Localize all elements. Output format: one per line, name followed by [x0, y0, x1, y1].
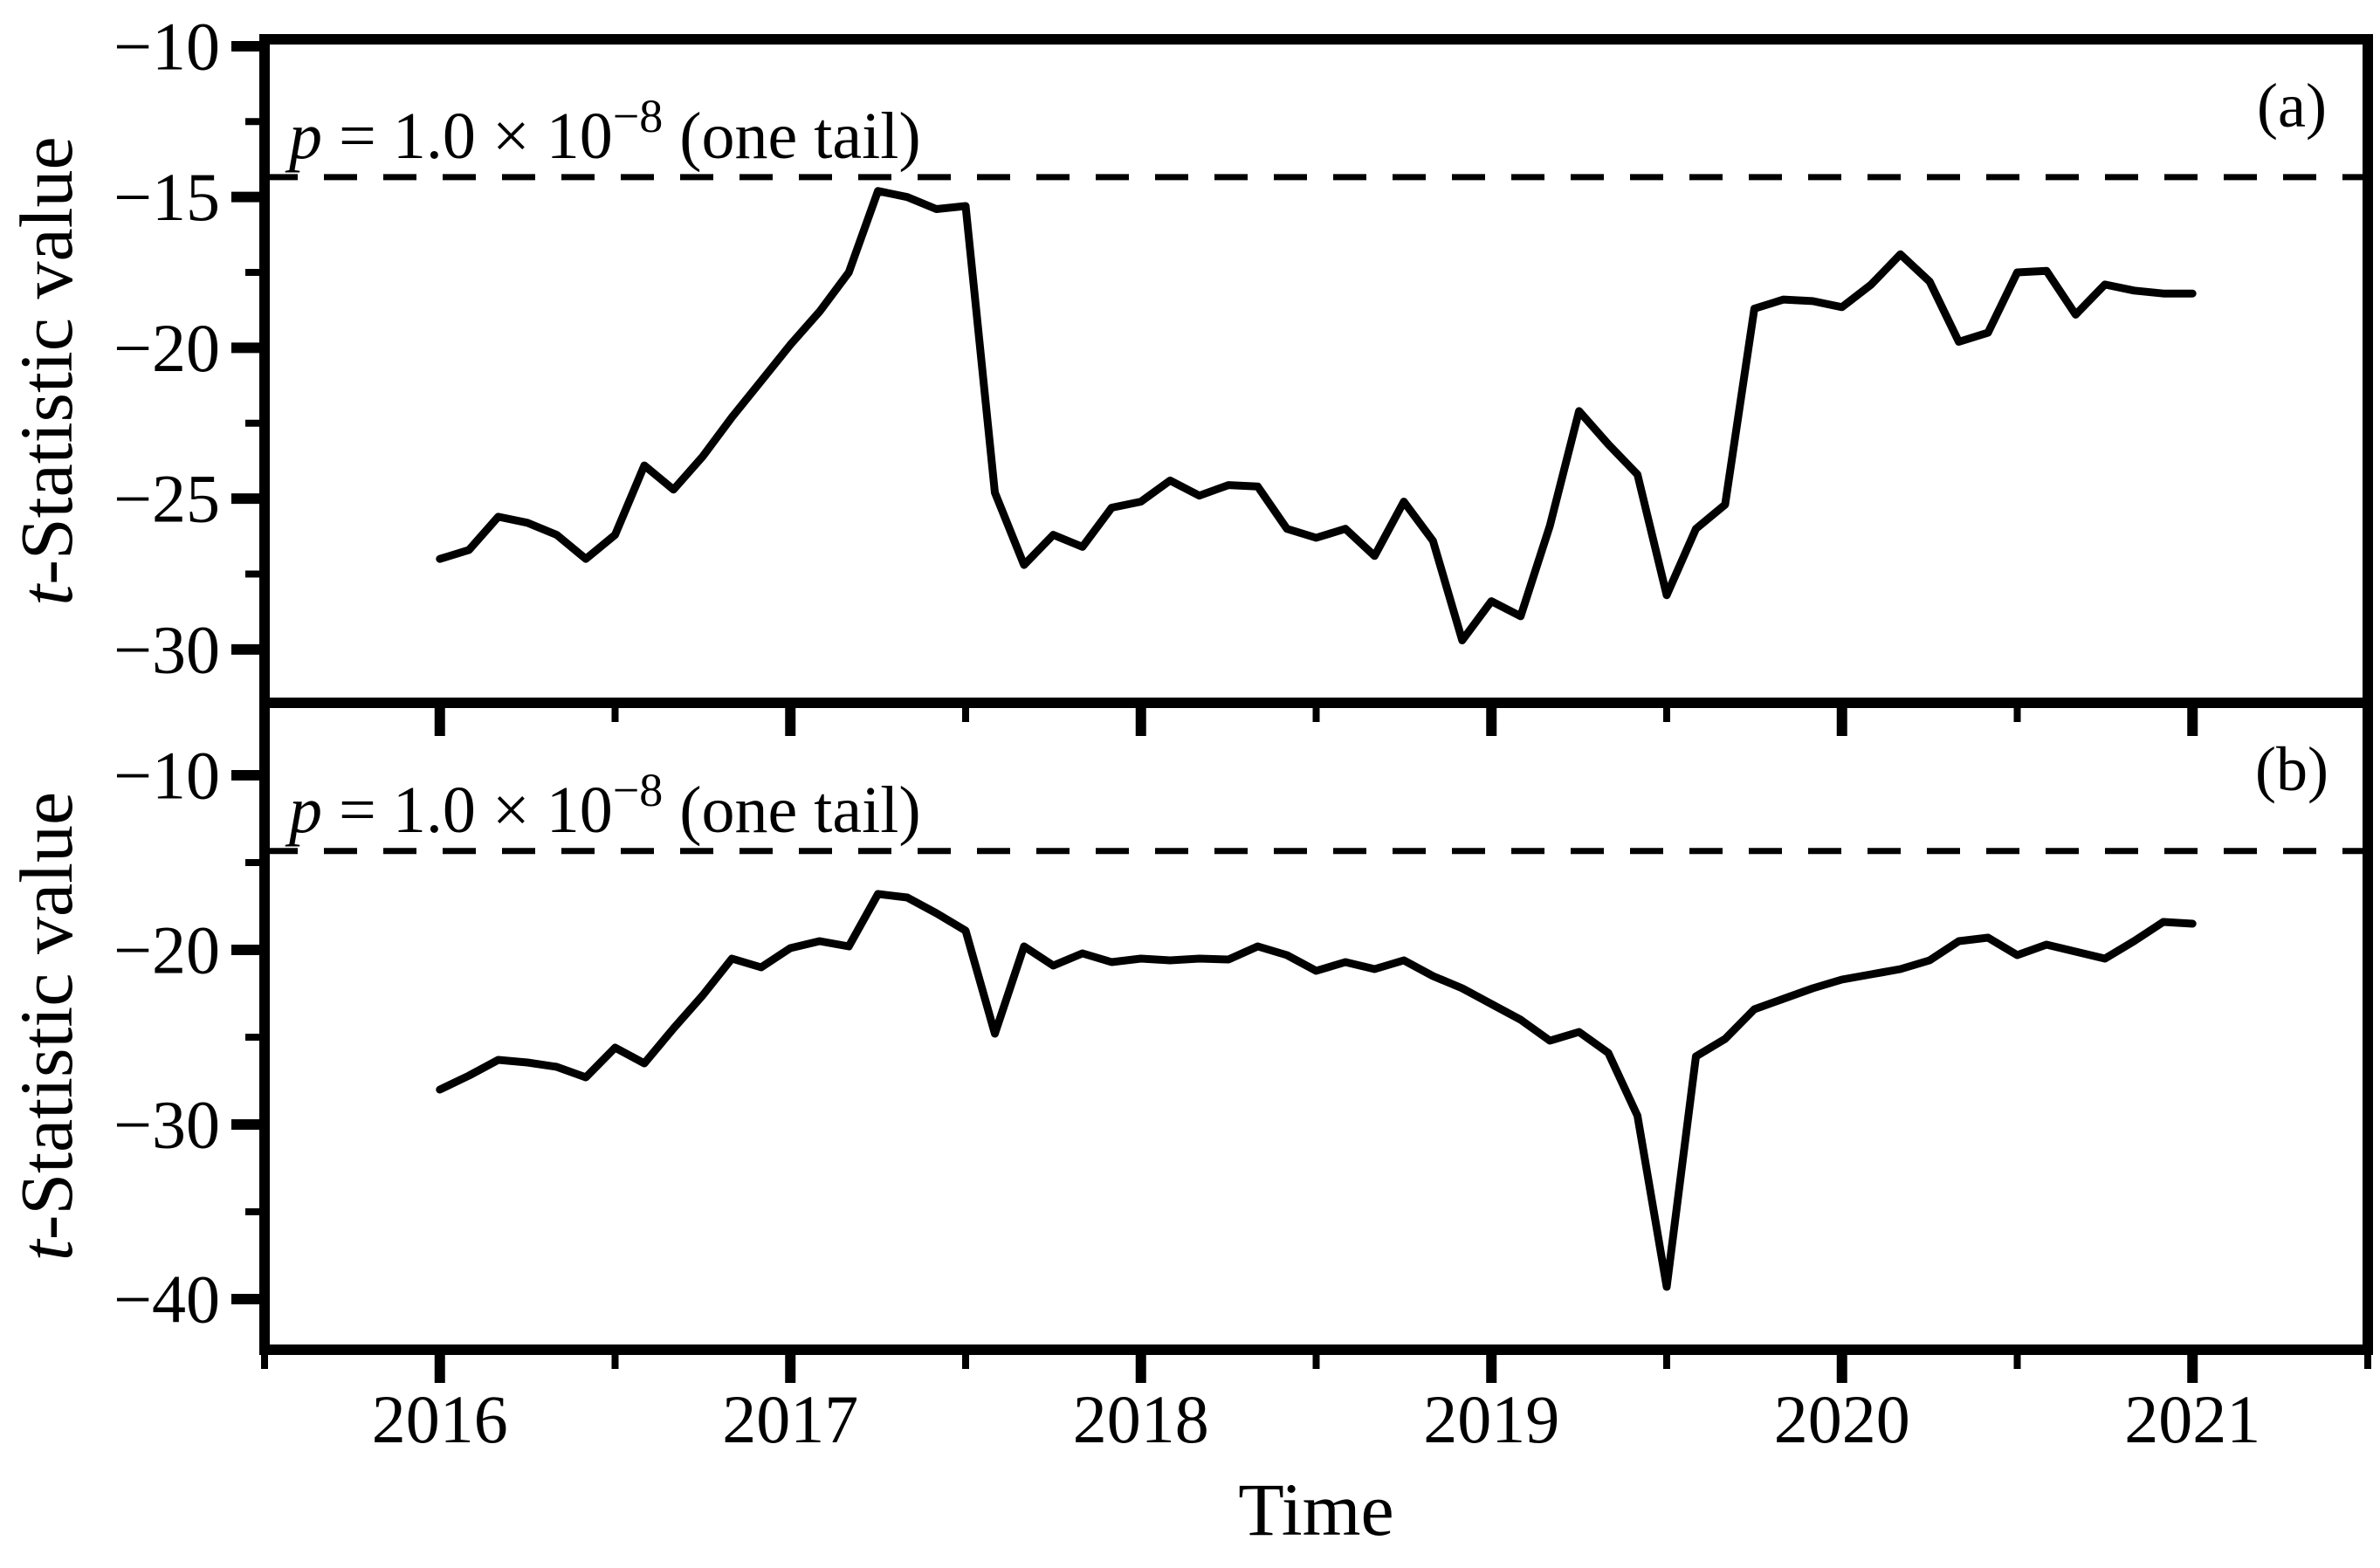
x-tick-label: 2020: [1774, 1381, 1910, 1457]
p-annotation: p = 1.0 × 10−8 (one tail): [285, 764, 921, 847]
y-tick-label: −20: [113, 912, 220, 988]
panel-letter: (a): [2257, 71, 2327, 141]
panel-b-plot: −10 −20 −30 −40 p = 1.0 × 10−8 (one tail) (b)…: [4, 698, 2373, 1355]
y-tick-label: −15: [113, 159, 220, 235]
y-tick-label: −30: [113, 1087, 220, 1163]
x-tick-label: 2018: [1073, 1381, 1209, 1457]
x-axis-title: Time: [1238, 1468, 1393, 1551]
panel-letter: (b): [2255, 734, 2328, 804]
y-tick-label: −25: [113, 461, 220, 537]
y-tick-label: −10: [113, 738, 220, 814]
y-tick-label: −40: [113, 1262, 220, 1338]
y-axis-title: t-Statistic value: [4, 792, 88, 1261]
y-axis-title: t-Statistic value: [4, 136, 88, 605]
x-tick-label: 2016: [372, 1381, 508, 1457]
x-tick-label: 2017: [722, 1381, 858, 1457]
x-tick-label: 2021: [2124, 1381, 2260, 1457]
x-tick-label: 2019: [1423, 1381, 1559, 1457]
panel-a-plot: −10 −15 −20 −25 −30 p = 1.0 × 10−8 (one tail)…: [4, 8, 2373, 708]
series-line: [436, 187, 2197, 644]
y-tick-label: −10: [113, 8, 220, 84]
y-tick-label: −30: [113, 611, 220, 687]
series-line: [436, 890, 2197, 1291]
p-annotation: p = 1.0 × 10−8 (one tail): [285, 90, 921, 173]
shared-axes: 2016 2017 2018 2019 2020 2021 Time: [261, 703, 2371, 1551]
y-tick-label: −20: [113, 310, 220, 386]
